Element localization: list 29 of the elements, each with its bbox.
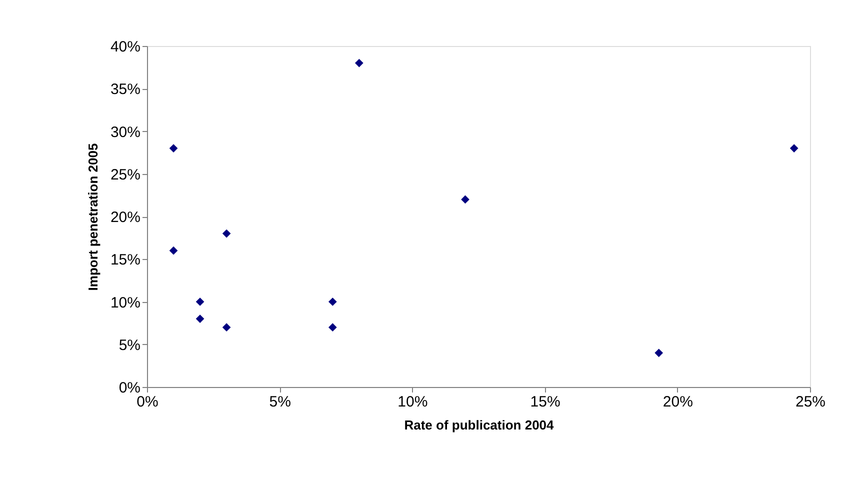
point [169,246,178,255]
y-tick-label: 40% [110,38,140,56]
point [654,348,664,358]
y-axis-title: Import penetration 2005 [85,143,100,291]
y-tick-label: 30% [110,124,140,141]
point [196,298,204,306]
y-tick-label: 35% [110,81,140,98]
y-tick-label: 25% [110,166,140,184]
x-tick-label: 20% [662,394,693,410]
x-tick-label: 5% [269,394,291,410]
point [222,229,231,238]
point [169,144,178,152]
point [328,298,337,306]
point [790,144,798,152]
y-tick-label: 10% [110,294,140,312]
x-tick-label: 0% [136,394,158,410]
x-axis-title: Rate of publication 2004 [404,418,555,432]
y-tick-label: 0% [118,380,140,396]
y-tick-label: 5% [118,336,140,354]
y-tick-label: 20% [110,209,140,226]
point [196,314,204,323]
y-tick-label: 15% [110,252,140,269]
x-tick-label: 25% [795,394,826,410]
x-tick-label: 15% [530,394,560,410]
point [328,323,337,332]
point [354,58,364,68]
x-tick-label: 10% [398,394,428,410]
point [461,195,470,204]
point [222,323,231,332]
